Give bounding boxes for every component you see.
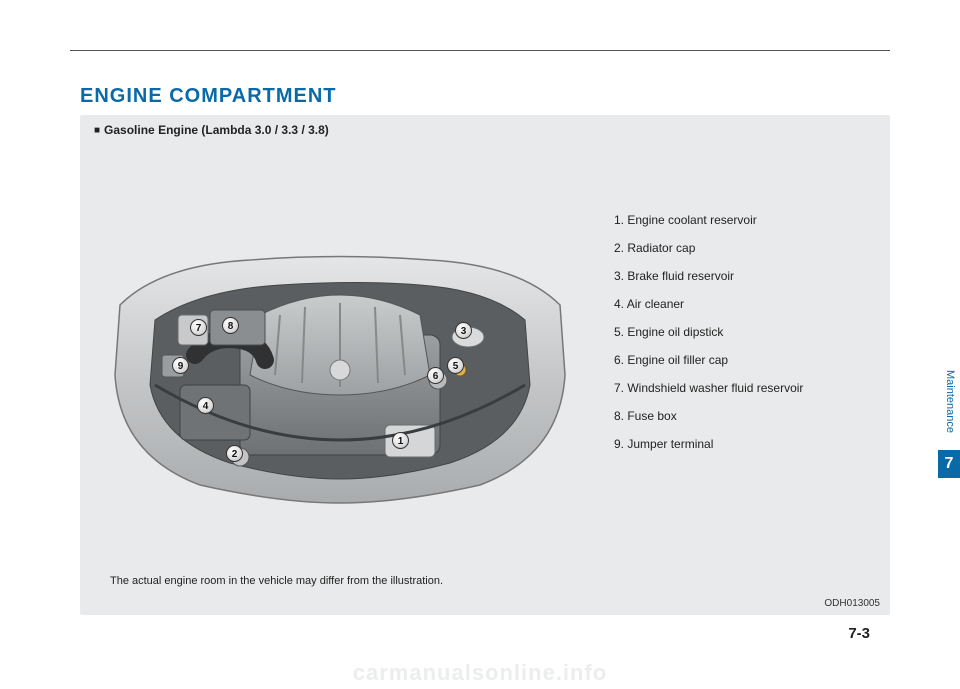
side-tab-number: 7 (938, 450, 960, 478)
side-tab: Maintenance 7 (938, 370, 960, 480)
side-tab-label: Maintenance (944, 370, 956, 433)
legend-item-number: 5. (614, 325, 627, 339)
legend-item: 8. Fuse box (614, 409, 874, 423)
subtitle-text: Gasoline Engine (Lambda 3.0 / 3.3 / 3.8) (104, 123, 329, 137)
callout-marker: 7 (190, 319, 207, 336)
parts-legend: 1. Engine coolant reservoir2. Radiator c… (614, 213, 874, 465)
legend-item-number: 8. (614, 409, 627, 423)
legend-item-number: 7. (614, 381, 627, 395)
figure-subtitle: ■ Gasoline Engine (Lambda 3.0 / 3.3 / 3.8… (94, 123, 329, 137)
callout-marker: 9 (172, 357, 189, 374)
legend-item-number: 1. (614, 213, 627, 227)
legend-item-label: Windshield washer fluid reservoir (627, 381, 803, 395)
callout-marker: 5 (447, 357, 464, 374)
figure-code: ODH013005 (824, 598, 880, 609)
legend-item-label: Brake fluid reservoir (627, 269, 734, 283)
legend-item-label: Engine coolant reservoir (627, 213, 756, 227)
square-bullet-icon: ■ (94, 125, 100, 136)
legend-item-label: Jumper terminal (627, 437, 713, 451)
legend-item: 9. Jumper terminal (614, 437, 874, 451)
callout-marker: 6 (427, 367, 444, 384)
legend-item-number: 9. (614, 437, 627, 451)
legend-item-label: Radiator cap (627, 241, 695, 255)
top-rule (70, 50, 890, 51)
legend-item-number: 3. (614, 269, 627, 283)
callout-marker: 8 (222, 317, 239, 334)
legend-item-number: 4. (614, 297, 627, 311)
page-number: 7-3 (848, 625, 870, 642)
legend-item: 3. Brake fluid reservoir (614, 269, 874, 283)
callout-marker: 1 (392, 432, 409, 449)
legend-item: 5. Engine oil dipstick (614, 325, 874, 339)
engine-compartment-figure: ■ Gasoline Engine (Lambda 3.0 / 3.3 / 3.8… (80, 115, 890, 615)
legend-item-number: 6. (614, 353, 627, 367)
section-title: ENGINE COMPARTMENT (80, 85, 337, 108)
legend-item-number: 2. (614, 241, 627, 255)
legend-item: 4. Air cleaner (614, 297, 874, 311)
legend-item-label: Engine oil dipstick (627, 325, 723, 339)
callout-marker: 4 (197, 397, 214, 414)
watermark: carmanualsonline.info (0, 660, 960, 686)
legend-item: 2. Radiator cap (614, 241, 874, 255)
callout-marker: 2 (226, 445, 243, 462)
legend-item-label: Air cleaner (627, 297, 684, 311)
legend-item: 1. Engine coolant reservoir (614, 213, 874, 227)
legend-item-label: Fuse box (627, 409, 676, 423)
legend-item: 7. Windshield washer fluid reservoir (614, 381, 874, 395)
engine-bay-illustration (100, 235, 580, 505)
figure-disclaimer: The actual engine room in the vehicle ma… (110, 575, 443, 587)
legend-item-label: Engine oil filler cap (627, 353, 728, 367)
legend-item: 6. Engine oil filler cap (614, 353, 874, 367)
callout-marker: 3 (455, 322, 472, 339)
